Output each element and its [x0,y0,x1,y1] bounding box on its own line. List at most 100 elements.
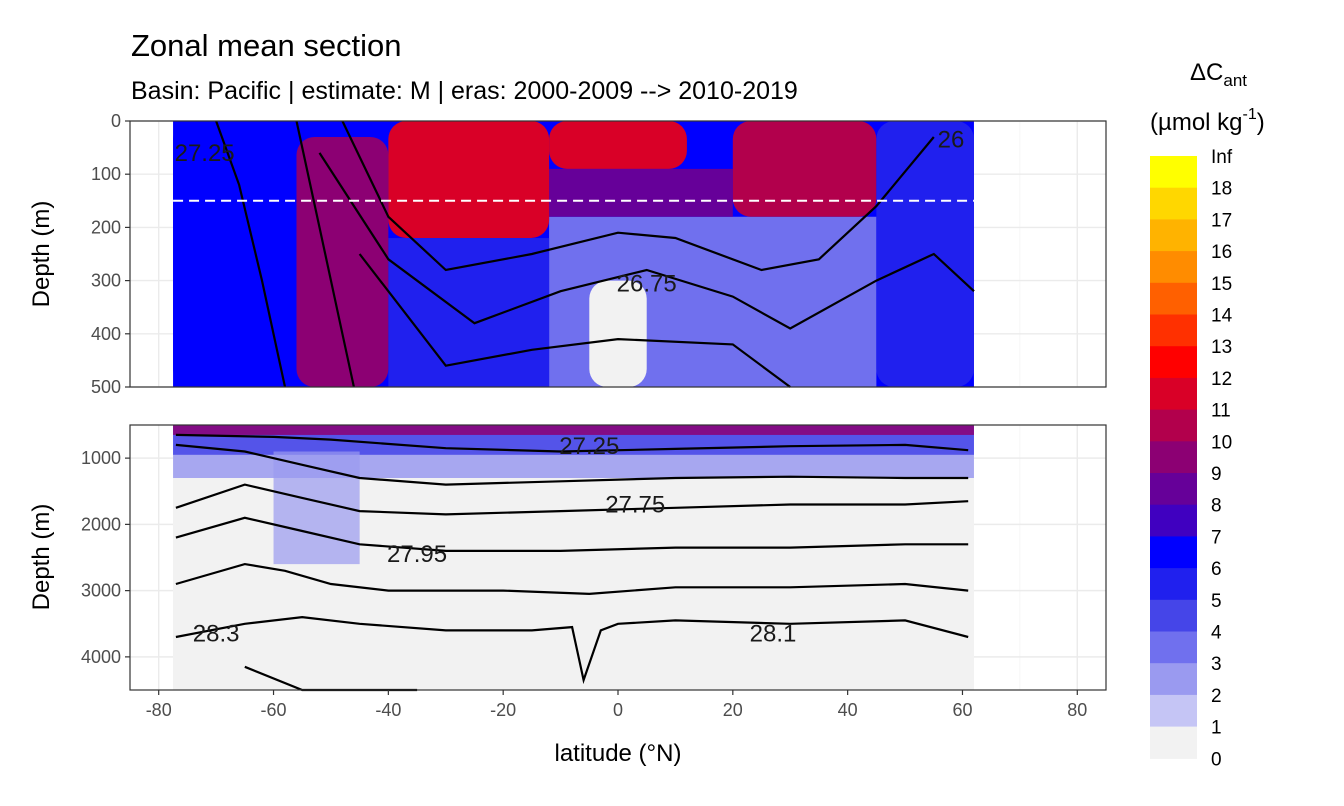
legend-color-swatch [1150,568,1197,601]
field-region [876,121,974,387]
x-tick-label: 80 [1067,700,1087,720]
legend-label: 13 [1211,337,1232,358]
legend-color-swatch [1150,156,1197,189]
legend-color-swatch [1150,504,1197,537]
legend-title-line2: (µmol kg-1) [1150,106,1265,136]
legend-title-subscript: ant [1223,71,1247,90]
y-tick-label: 0 [111,111,121,131]
y-tick-label: 500 [91,377,121,397]
legend-label: 8 [1211,496,1222,517]
upper-panel-contour-labels: 27.25 26.75 26 [175,127,965,298]
x-tick-label: 0 [613,700,623,720]
y-tick-label: 4000 [81,647,121,667]
legend-label: 7 [1211,527,1222,548]
lower-panel-contour-labels: 27.25 27.75 27.95 28.3 28.1 [193,433,797,647]
y-tick-label: 1000 [81,448,121,468]
contour-label: 26 [938,127,965,154]
legend-label: 11 [1211,401,1231,422]
legend-color-swatch [1150,663,1197,696]
contour-line [175,562,969,596]
contour-line [175,433,969,453]
contour-line [175,443,969,486]
colorbar-legend: ΔCant (µmol kg-1) Inf1817161514131211109… [1150,59,1265,770]
field-region [732,121,877,217]
legend-color-swatch [1150,314,1197,347]
legend-color-swatch [1150,409,1197,442]
legend-label: 9 [1211,464,1222,485]
legend-color-swatch [1150,377,1197,411]
field-band [549,168,733,217]
upper-panel-contours [215,120,975,388]
legend-color-swatch [1150,219,1197,252]
legend-label: 4 [1211,623,1222,644]
legend-label: 16 [1211,242,1232,263]
y-tick-label: 2000 [81,514,121,534]
contour-line [215,120,287,388]
legend-label: 18 [1211,179,1232,200]
legend-color-swatch [1150,441,1197,474]
upper-panel-border [129,120,1107,388]
field-region [589,280,647,387]
field-band [388,238,550,387]
legend-label: 17 [1211,210,1232,231]
lower-panel-contours [175,433,969,692]
contour-label: 27.25 [559,433,619,460]
contour-line [175,483,969,516]
lower-panel: 27.25 27.75 27.95 28.3 28.1 1000 2000 3000 4000 [81,424,1107,692]
y-tick-label: 200 [91,217,121,237]
contour-label: 27.75 [605,492,665,519]
legend-title-delta-c: ΔC [1190,59,1223,86]
y-axis-label-upper: Depth (m) [28,201,55,308]
x-tick-label: -80 [146,700,172,720]
legend-color-swatch [1150,346,1197,379]
legend-label: 5 [1211,591,1222,612]
x-tick-label: 20 [723,700,743,720]
contour-line [318,152,975,330]
legend-color-swatch [1150,599,1197,633]
lower-panel-field [173,425,974,690]
contour-label: 26.75 [617,270,677,297]
legend-label: 3 [1211,654,1222,675]
contour-line [295,120,355,388]
x-axis: -80 -60 -40 -20 0 20 40 60 80 [146,690,1087,720]
y-tick-label: 400 [91,324,121,344]
x-tick-label: 40 [838,700,858,720]
contour-label: 28.1 [750,621,797,648]
contour-line [341,120,935,272]
legend-label: Inf [1211,147,1233,168]
legend-color-swatch [1150,726,1197,759]
legend-label: 14 [1211,306,1233,327]
field-region [173,121,297,387]
legend-label: 2 [1211,686,1222,707]
legend-color-swatch [1150,694,1197,728]
contour-label: 28.3 [193,621,240,648]
field-band [173,425,974,435]
legend-color-swatch [1150,282,1197,316]
y-tick-label: 3000 [81,581,121,601]
x-tick-label: -60 [261,700,287,720]
chart-title: Zonal mean section [131,28,402,63]
legend-label: 12 [1211,369,1232,390]
upper-panel-y-axis: 0 100 200 300 400 500 [91,111,130,397]
legend-title-line1: ΔCant [1190,59,1247,90]
legend-title-exponent: -1 [1243,106,1257,123]
legend-title-close: ) [1257,109,1265,136]
field-region [549,121,687,169]
chart-subtitle: Basin: Pacific | estimate: M | eras: 200… [131,77,798,105]
x-axis-label: latitude (°N) [555,740,682,767]
upper-panel: 27.25 26.75 26 0 100 200 300 400 500 [91,111,1107,397]
legend-color-swatch [1150,251,1197,284]
field-region [296,136,389,387]
legend-color-swatch [1150,473,1197,506]
x-tick-label: -20 [490,700,516,720]
legend-color-swatch [1150,536,1197,569]
contour-label: 27.95 [387,541,447,568]
y-tick-label: 300 [91,271,121,291]
contour-label: 27.25 [175,140,235,167]
legend-label: 0 [1211,749,1222,770]
contour-line [358,253,791,388]
x-tick-label: -40 [375,700,401,720]
legend-title-unit: (µmol kg [1150,109,1243,136]
